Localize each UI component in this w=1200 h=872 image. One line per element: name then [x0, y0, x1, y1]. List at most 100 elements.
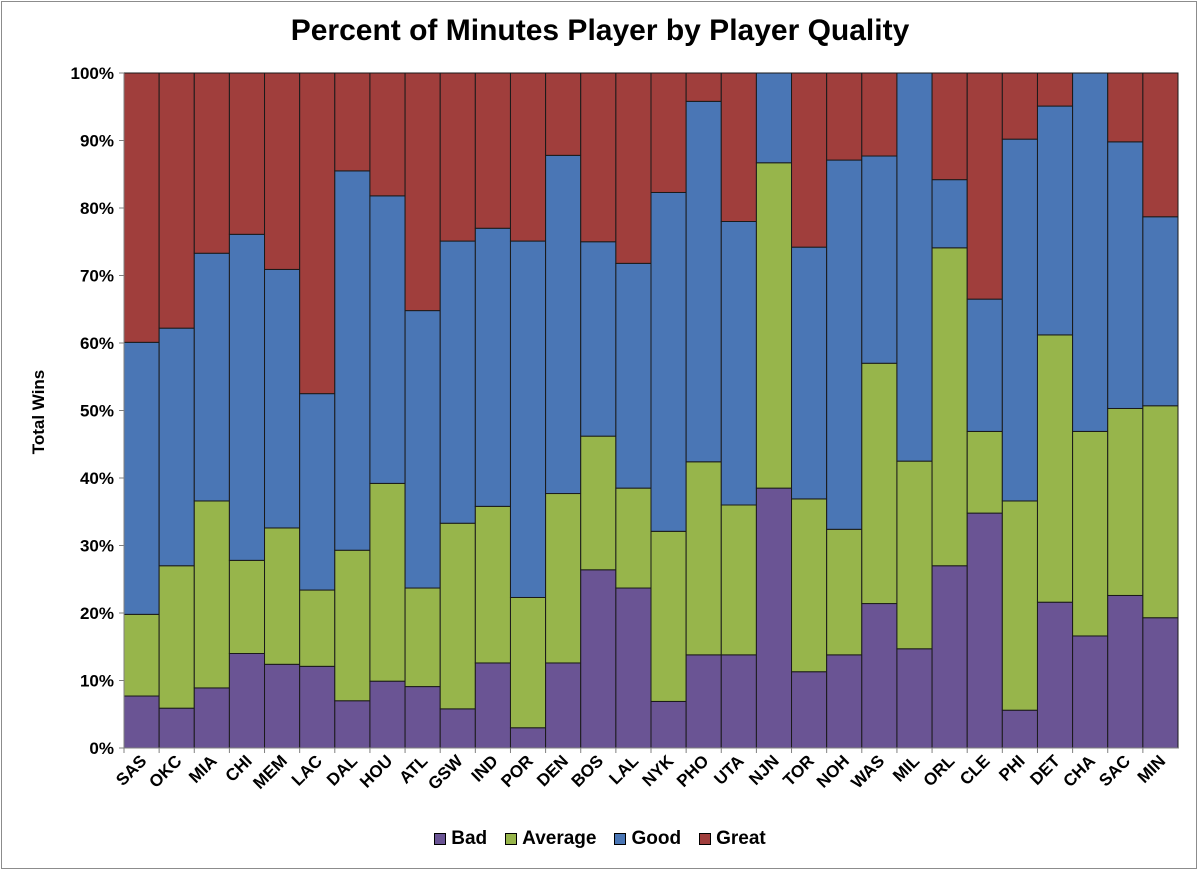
legend-item-bad: Bad — [434, 828, 487, 850]
bar-min-bad — [1142, 617, 1179, 749]
y-tick-label: 0% — [89, 739, 114, 758]
legend-swatch — [434, 833, 447, 845]
bar-ind-average — [474, 505, 511, 664]
bar-por-bad — [509, 727, 547, 749]
bar-njn-bad — [755, 487, 793, 749]
bar-min-great — [1142, 72, 1179, 218]
bar-gsw-bad — [439, 708, 476, 749]
bar-orl-bad — [931, 565, 968, 749]
bar-okc-average — [158, 565, 195, 709]
bar-tor-great — [791, 72, 828, 248]
x-category-label: MIN — [1134, 751, 1169, 786]
bar-sac-bad — [1107, 594, 1144, 749]
bar-lac-good — [299, 393, 336, 591]
bar-sac-good — [1107, 141, 1144, 409]
bar-mil-average — [896, 460, 933, 650]
bar-gsw-average — [439, 522, 476, 710]
x-category-label: HOU — [356, 751, 396, 791]
bar-lac-great — [299, 72, 336, 395]
bar-njn-average — [755, 162, 793, 489]
x-category-label: NYK — [639, 751, 678, 790]
legend-label: Good — [631, 828, 682, 849]
bar-mem-great — [264, 72, 301, 270]
y-tick-label: 10% — [80, 672, 114, 691]
bar-cle-average — [966, 430, 1003, 514]
bars-group — [123, 72, 1179, 749]
bar-por-average — [509, 596, 547, 729]
bar-chi-great — [228, 72, 266, 235]
x-category-label: MIL — [889, 751, 923, 785]
bar-atl-great — [404, 72, 441, 312]
bar-cle-good — [966, 298, 1003, 432]
bar-sas-bad — [123, 695, 160, 749]
bar-okc-bad — [158, 707, 195, 749]
bar-chi-bad — [228, 653, 266, 749]
bar-phi-bad — [1001, 709, 1038, 749]
bar-ind-good — [474, 227, 511, 507]
legend-swatch — [505, 833, 518, 845]
bar-cha-good — [1072, 72, 1109, 432]
x-category-label: CLE — [956, 751, 993, 788]
bar-bos-great — [580, 72, 617, 243]
bar-uta-bad — [720, 654, 757, 749]
bar-okc-good — [158, 327, 195, 567]
bar-orl-average — [931, 247, 968, 567]
bar-lal-good — [615, 262, 652, 489]
bar-atl-bad — [404, 686, 441, 749]
y-tick-label: 60% — [80, 334, 114, 353]
bar-bos-bad — [580, 569, 617, 749]
bar-dal-good — [334, 170, 371, 551]
legend-item-great: Great — [699, 828, 766, 850]
bar-min-good — [1142, 216, 1179, 407]
bar-det-good — [1036, 105, 1074, 336]
x-category-label: TOR — [779, 751, 818, 790]
legend-item-good: Good — [614, 828, 681, 850]
bar-nyk-good — [650, 191, 687, 532]
legend: Bad Average Good Great — [0, 828, 1200, 850]
bar-min-average — [1142, 405, 1179, 619]
bar-hou-great — [369, 72, 406, 197]
x-category-label: MEM — [249, 751, 290, 792]
bar-noh-great — [826, 72, 863, 161]
bar-det-great — [1036, 72, 1074, 107]
x-category-label: CHA — [1060, 751, 1099, 790]
x-category-label: SAS — [112, 751, 150, 789]
bar-lac-bad — [299, 665, 336, 749]
y-tick-label: 50% — [80, 402, 114, 421]
bar-noh-average — [826, 528, 863, 656]
x-category-label: WAS — [847, 751, 888, 792]
bar-was-good — [861, 155, 898, 364]
bar-lac-average — [299, 589, 336, 667]
bar-uta-great — [720, 72, 757, 222]
bar-atl-good — [404, 310, 441, 589]
bar-orl-great — [931, 72, 968, 181]
bar-ind-bad — [474, 662, 511, 749]
bar-mia-bad — [193, 687, 230, 749]
bar-mem-bad — [264, 663, 301, 749]
bar-hou-bad — [369, 680, 406, 749]
x-category-label: DAL — [323, 751, 361, 789]
y-axis-title: Total Wins — [29, 370, 48, 455]
y-tick-label: 20% — [80, 604, 114, 623]
x-category-label: UTA — [710, 751, 747, 788]
legend-label: Average — [522, 828, 597, 849]
legend-item-average: Average — [505, 828, 596, 850]
bar-mia-average — [193, 500, 230, 689]
bar-lal-average — [615, 487, 652, 589]
x-category-label: OKC — [145, 751, 185, 791]
legend-swatch — [614, 833, 627, 845]
bar-den-good — [545, 154, 582, 495]
bar-noh-bad — [826, 654, 863, 749]
bar-pho-great — [685, 72, 722, 102]
legend-label: Bad — [451, 828, 488, 849]
x-category-label: LAL — [605, 751, 642, 788]
bar-dal-great — [334, 72, 371, 172]
bar-den-average — [545, 493, 582, 664]
bar-sac-average — [1107, 407, 1144, 596]
bar-mem-average — [264, 527, 301, 665]
bar-sac-great — [1107, 72, 1144, 143]
bar-lal-great — [615, 72, 652, 264]
bar-por-great — [509, 72, 547, 242]
y-tick-label: 40% — [80, 469, 114, 488]
bar-cha-bad — [1072, 635, 1109, 749]
